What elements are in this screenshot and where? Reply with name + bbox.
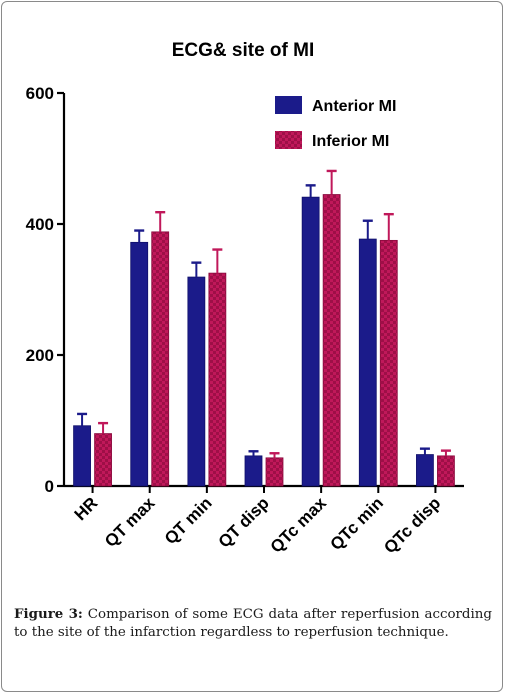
bar <box>437 455 455 487</box>
legend: Anterior MI Inferior MI <box>275 96 396 150</box>
bar <box>301 196 320 487</box>
bar <box>94 433 112 487</box>
legend-label: Anterior MI <box>312 98 396 115</box>
bar <box>265 457 284 487</box>
bar <box>208 272 227 487</box>
bar <box>130 241 149 487</box>
y-tick-label: 0 <box>45 477 54 496</box>
chart-title: ECG& site of MI <box>172 40 315 61</box>
caption-text: Comparison of some ECG data after reperf… <box>14 607 492 640</box>
bar <box>244 455 263 487</box>
bars <box>73 169 455 487</box>
bar <box>322 194 341 487</box>
bar <box>151 231 170 487</box>
x-tick-label: QTc min <box>326 493 387 554</box>
legend-swatch <box>275 96 302 114</box>
bar <box>379 239 398 487</box>
figure-caption: Figure 3: Comparison of some ECG data af… <box>14 605 492 642</box>
x-tick-label: QTc disp <box>380 493 444 557</box>
bar-chart: ECG& site of MI 0 200 400 600 HR QT max QT min… <box>26 40 464 557</box>
legend-swatch <box>275 131 302 149</box>
bar <box>358 238 377 487</box>
bar <box>73 425 91 487</box>
x-tick-label: QT max <box>101 493 159 551</box>
y-tick-label: 400 <box>26 215 54 234</box>
caption-label: Figure 3: <box>14 606 83 622</box>
y-tick-label: 600 <box>26 84 54 103</box>
x-tick-label: HR <box>71 493 102 524</box>
y-tick-label: 200 <box>26 346 54 365</box>
legend-label: Inferior MI <box>312 133 389 150</box>
x-tick-label: QT disp <box>215 493 273 551</box>
x-tick-label: QTc max <box>267 493 331 557</box>
bar <box>187 276 206 487</box>
x-tick-label: QT min <box>161 493 216 548</box>
bar <box>416 454 434 487</box>
